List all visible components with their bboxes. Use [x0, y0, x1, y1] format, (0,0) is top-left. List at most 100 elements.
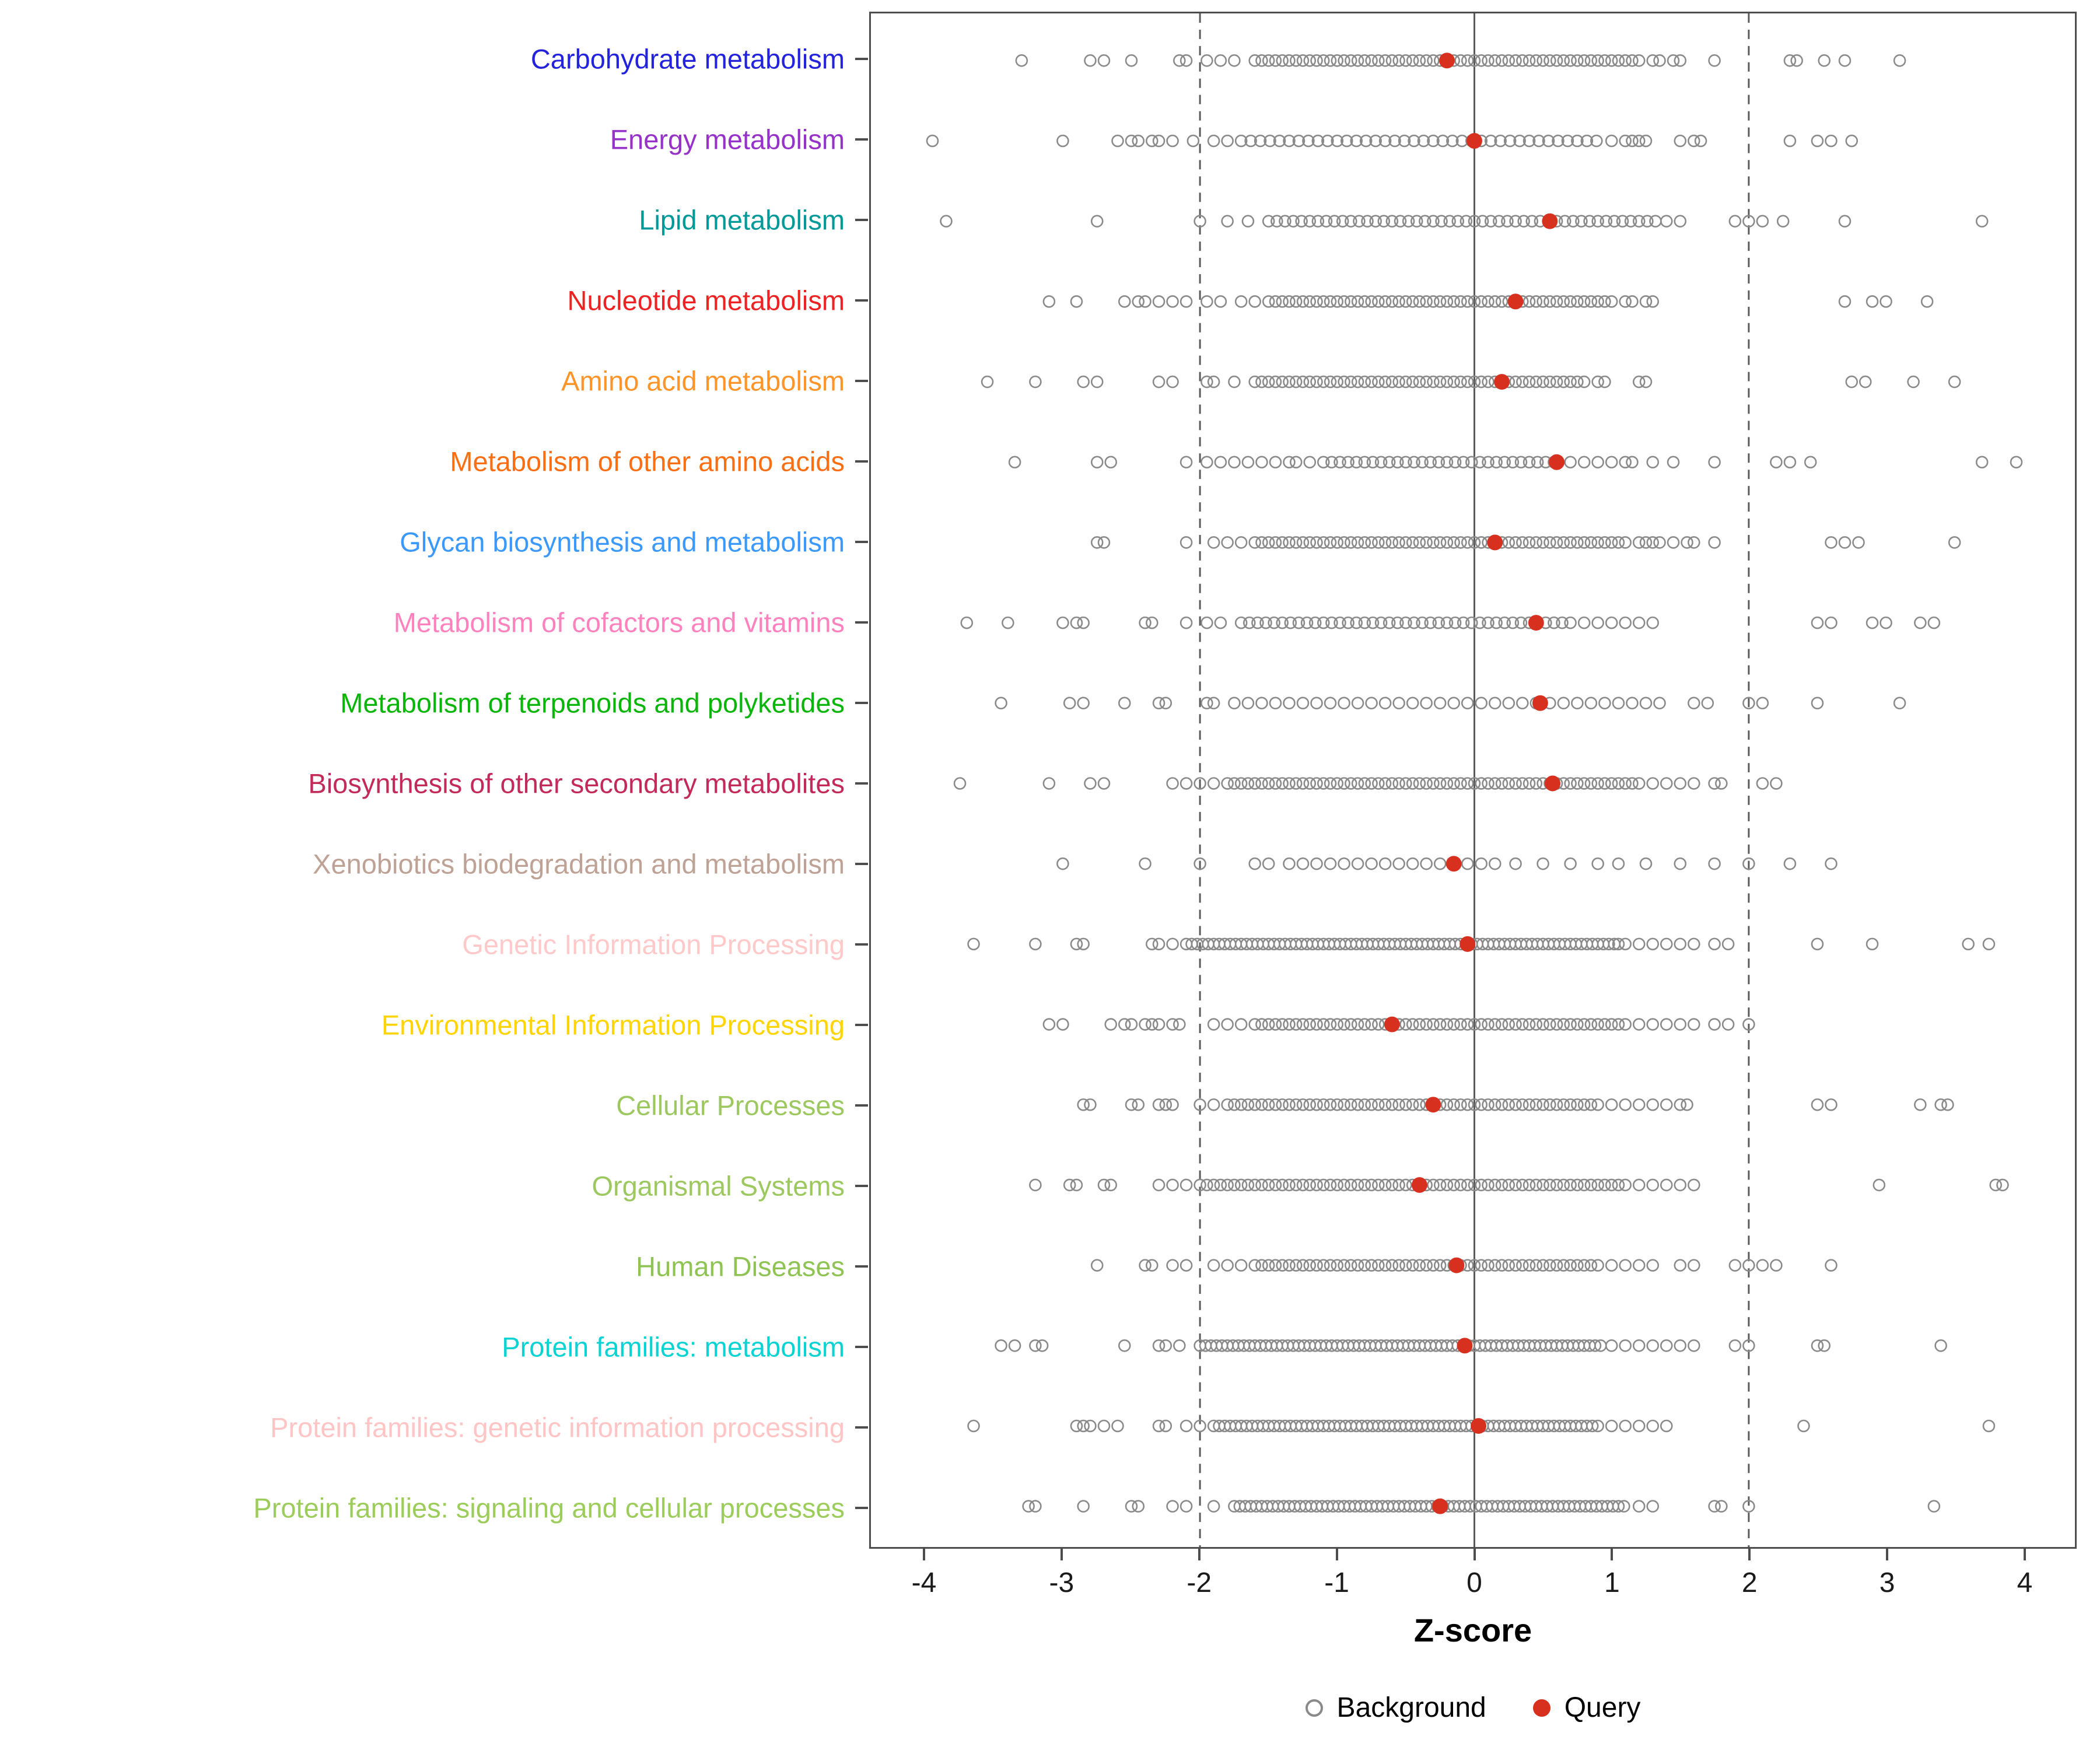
background-point [1859, 375, 1872, 388]
background-point [1194, 1178, 1206, 1192]
background-point [1262, 295, 1275, 308]
x-axis-tick [1198, 1549, 1200, 1560]
background-point [1331, 375, 1344, 388]
background-point [1440, 1018, 1454, 1031]
query-point [1487, 534, 1503, 551]
background-point [1399, 375, 1412, 388]
background-point [1605, 1339, 1618, 1352]
background-point [1372, 1178, 1385, 1192]
background-point [1427, 777, 1440, 790]
background-point [1948, 375, 1961, 388]
background-point [1152, 134, 1166, 148]
background-point [1522, 456, 1536, 469]
background-point [1646, 295, 1660, 308]
category-label: Carbohydrate metabolism [530, 43, 845, 75]
background-point [1351, 1018, 1364, 1031]
query-point [1528, 615, 1544, 631]
background-point [1701, 696, 1714, 710]
background-point [1070, 937, 1083, 951]
x-axis-tick-label: 4 [2017, 1567, 2033, 1598]
background-point [1392, 1098, 1405, 1111]
background-point [1509, 777, 1522, 790]
y-axis-tick [855, 1265, 868, 1268]
background-point [1432, 616, 1446, 629]
background-point [1577, 1178, 1591, 1192]
background-point [1461, 1018, 1474, 1031]
background-point [1303, 456, 1317, 469]
background-point [1331, 777, 1344, 790]
background-point [1358, 536, 1371, 549]
background-point [1482, 375, 1494, 388]
background-point [1166, 375, 1179, 388]
background-point [1612, 1500, 1625, 1513]
background-point [1550, 295, 1563, 308]
background-point [1583, 215, 1596, 228]
background-point [1522, 295, 1536, 308]
background-point [1084, 1419, 1097, 1433]
background-point [1502, 1259, 1516, 1272]
background-point [1616, 215, 1629, 228]
background-point [1159, 696, 1172, 710]
category-label: Cellular Processes [616, 1090, 845, 1121]
background-point [1173, 1018, 1186, 1031]
background-point [1328, 215, 1341, 228]
background-point [1584, 536, 1598, 549]
background-point [1451, 215, 1465, 228]
background-point [1433, 295, 1447, 308]
background-point [1646, 937, 1660, 951]
background-point [1146, 937, 1158, 951]
background-point [1632, 1419, 1646, 1433]
background-point [1221, 1259, 1234, 1272]
background-point [1269, 295, 1282, 308]
background-point [1626, 54, 1639, 67]
background-point [1489, 1018, 1502, 1031]
background-point [1146, 616, 1158, 629]
background-point [1454, 1098, 1467, 1111]
background-point [1234, 295, 1248, 308]
background-point [1550, 536, 1563, 549]
background-point [1509, 215, 1522, 228]
background-point [1544, 1259, 1556, 1272]
background-point [1186, 134, 1200, 148]
background-point [1350, 616, 1363, 629]
background-point [1502, 1098, 1516, 1111]
background-point [1310, 696, 1323, 710]
background-point [1358, 1178, 1371, 1192]
background-point [1522, 777, 1536, 790]
background-point [1366, 616, 1380, 629]
background-point [1482, 54, 1494, 67]
background-point [1567, 215, 1580, 228]
background-point [1317, 375, 1330, 388]
background-point [1029, 1178, 1042, 1192]
background-point [1489, 1098, 1502, 1111]
background-point [1273, 134, 1286, 148]
background-point [1612, 1018, 1625, 1031]
background-point [1708, 536, 1721, 549]
background-point [1532, 134, 1545, 148]
background-point [1427, 134, 1440, 148]
background-point [1336, 215, 1349, 228]
background-point [1475, 54, 1488, 67]
background-point [1557, 1178, 1570, 1192]
background-point [1350, 456, 1363, 469]
background-point [1447, 536, 1460, 549]
background-point [1420, 777, 1433, 790]
background-point [1688, 696, 1700, 710]
background-point [1618, 1500, 1630, 1513]
background-point [1255, 375, 1268, 388]
background-point [1351, 696, 1364, 710]
background-point [1416, 616, 1429, 629]
background-point [1365, 857, 1378, 870]
background-point [1378, 54, 1392, 67]
background-point [1420, 375, 1433, 388]
background-point [1756, 777, 1769, 790]
background-point [1530, 1018, 1543, 1031]
background-point [995, 696, 1007, 710]
background-point [1207, 1018, 1220, 1031]
background-point [1173, 54, 1186, 67]
background-point [1514, 456, 1528, 469]
background-point [1241, 456, 1255, 469]
background-point [1194, 857, 1206, 870]
plot-panel [869, 12, 2077, 1549]
background-point [1509, 857, 1522, 870]
